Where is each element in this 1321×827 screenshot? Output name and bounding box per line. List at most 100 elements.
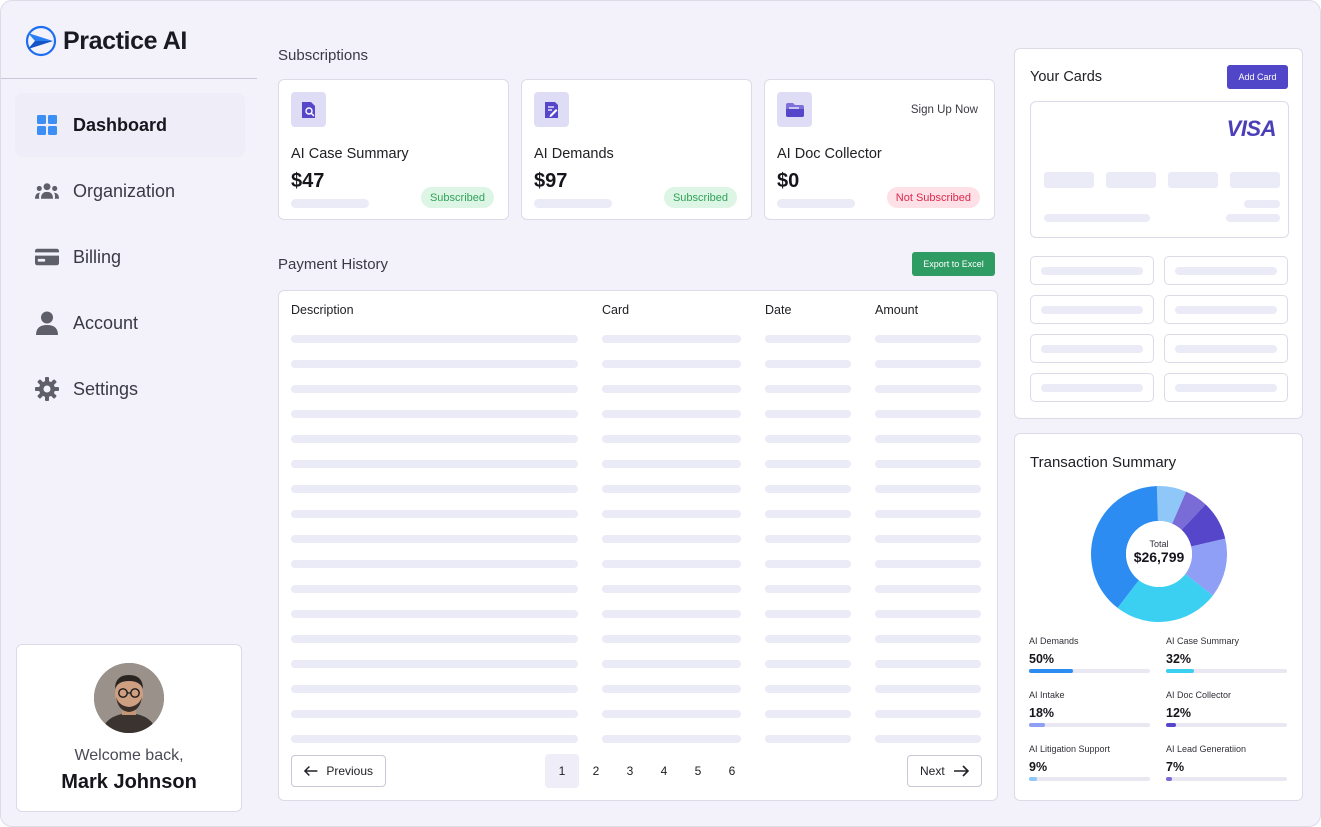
legend-label: AI Litigation Support — [1029, 744, 1111, 754]
donut-slice-ai-demands[interactable] — [1091, 486, 1158, 608]
table-cell-placeholder — [602, 485, 741, 493]
donut-slice-ai-doc-collector[interactable] — [1181, 504, 1226, 547]
card-field-placeholder — [1175, 345, 1277, 353]
table-cell-placeholder — [602, 635, 741, 643]
card-field[interactable] — [1030, 334, 1154, 363]
status-badge: Subscribed — [420, 187, 494, 208]
table-cell-placeholder — [291, 485, 578, 493]
table-cell-placeholder — [291, 435, 578, 443]
page-5-button[interactable]: 5 — [694, 764, 702, 778]
table-cell-placeholder — [875, 735, 981, 743]
subscription-name: AI Doc Collector — [777, 146, 882, 162]
donut-chart: Total $26,799 — [1091, 486, 1227, 622]
legend-progress-fill — [1166, 723, 1177, 727]
previous-button[interactable]: Previous — [291, 755, 386, 787]
next-button[interactable]: Next — [907, 755, 982, 787]
credit-card-icon — [35, 245, 59, 269]
subscriptions-title: Subscriptions — [278, 47, 369, 64]
card-field-placeholder — [1041, 345, 1143, 353]
legend-progress-track — [1166, 777, 1287, 781]
page-4-button[interactable]: 4 — [660, 764, 668, 778]
donut-slice-ai-litigation-support[interactable] — [1156, 486, 1187, 524]
subscription-card-demands[interactable]: AI Demands $97 Subscribed — [521, 79, 752, 220]
person-icon — [35, 311, 59, 335]
card-number-placeholder — [1230, 172, 1280, 188]
card-field[interactable] — [1030, 373, 1154, 402]
table-cell-placeholder — [875, 510, 981, 518]
column-header-date[interactable]: Date — [765, 303, 792, 317]
card-field[interactable] — [1030, 295, 1154, 324]
page-6-button[interactable]: 6 — [728, 764, 736, 778]
card-number-placeholder — [1168, 172, 1218, 188]
legend-progress-track — [1166, 669, 1287, 673]
card-field[interactable] — [1164, 295, 1288, 324]
avatar[interactable] — [94, 663, 164, 733]
legend-item: AI Intake 18% — [1029, 690, 1150, 727]
table-cell-placeholder — [765, 360, 851, 368]
sidebar-item-account[interactable]: Account — [15, 291, 245, 355]
legend-progress-fill — [1166, 669, 1194, 673]
subscription-card-doc-collector[interactable]: Sign Up Now AI Doc Collector $0 Not Subs… — [764, 79, 995, 220]
table-cell-placeholder — [602, 735, 741, 743]
table-cell-placeholder — [765, 410, 851, 418]
app-logo[interactable]: Practice AI — [25, 25, 187, 57]
table-cell-placeholder — [765, 485, 851, 493]
table-cell-placeholder — [765, 560, 851, 568]
donut-center: Total $26,799 — [1126, 521, 1192, 587]
table-cell-placeholder — [602, 585, 741, 593]
sidebar-item-dashboard[interactable]: Dashboard — [15, 93, 245, 157]
table-cell-placeholder — [765, 460, 851, 468]
donut-slice-ai-intake[interactable] — [1185, 538, 1227, 596]
status-badge: Not Subscribed — [886, 187, 980, 208]
add-card-button[interactable]: Add Card — [1227, 65, 1288, 89]
transaction-summary-title: Transaction Summary — [1030, 454, 1177, 471]
credit-card-preview[interactable]: VISA — [1030, 101, 1289, 238]
page-1-button[interactable]: 1 — [545, 754, 579, 788]
subscription-price: $0 — [777, 170, 800, 192]
gear-icon — [35, 377, 59, 401]
legend-item: AI Case Summary 32% — [1166, 636, 1287, 673]
export-to-excel-button[interactable]: Export to Excel — [912, 252, 995, 276]
your-cards-title: Your Cards — [1030, 69, 1103, 85]
table-cell-placeholder — [602, 360, 741, 368]
table-cell-placeholder — [291, 635, 578, 643]
legend-progress-fill — [1029, 669, 1073, 673]
card-field[interactable] — [1164, 256, 1288, 285]
card-field-placeholder — [1041, 384, 1143, 392]
table-cell-placeholder — [875, 360, 981, 368]
table-cell-placeholder — [291, 335, 578, 343]
legend-progress-fill — [1029, 777, 1037, 781]
subscription-card-case-summary[interactable]: AI Case Summary $47 Subscribed — [278, 79, 509, 220]
donut-slice-ai-case-summary[interactable] — [1117, 574, 1213, 622]
legend-item: AI Litigation Support 9% — [1029, 744, 1150, 781]
document-search-icon — [291, 92, 326, 127]
card-field[interactable] — [1164, 373, 1288, 402]
page-2-button[interactable]: 2 — [592, 764, 600, 778]
table-cell-placeholder — [765, 710, 851, 718]
page-3-button[interactable]: 3 — [626, 764, 634, 778]
table-cell-placeholder — [602, 685, 741, 693]
table-cell-placeholder — [291, 735, 578, 743]
card-field[interactable] — [1030, 256, 1154, 285]
legend-value: 12% — [1166, 706, 1192, 720]
subscription-name: AI Demands — [534, 146, 614, 162]
sidebar-item-organization[interactable]: Organization — [15, 159, 245, 223]
column-header-card[interactable]: Card — [602, 303, 630, 317]
column-header-description[interactable]: Description — [291, 303, 354, 317]
card-field[interactable] — [1164, 334, 1288, 363]
table-cell-placeholder — [602, 660, 741, 668]
table-cell-placeholder — [765, 435, 851, 443]
placeholder-bar — [291, 199, 369, 208]
sidebar-item-billing[interactable]: Billing — [15, 225, 245, 289]
transaction-summary-panel: Transaction Summary Total $26,799 AI Dem… — [1014, 433, 1303, 801]
sidebar-divider — [1, 78, 257, 79]
table-cell-placeholder — [765, 335, 851, 343]
table-cell-placeholder — [875, 410, 981, 418]
sidebar-nav: Dashboard Organization Billing Account S… — [15, 93, 245, 423]
donut-slice-ai-lead-generatiion[interactable] — [1172, 491, 1206, 530]
users-icon — [35, 179, 59, 203]
column-header-amount[interactable]: Amount — [875, 303, 919, 317]
sign-up-now-link[interactable]: Sign Up Now — [910, 104, 978, 116]
sidebar-item-settings[interactable]: Settings — [15, 357, 245, 421]
